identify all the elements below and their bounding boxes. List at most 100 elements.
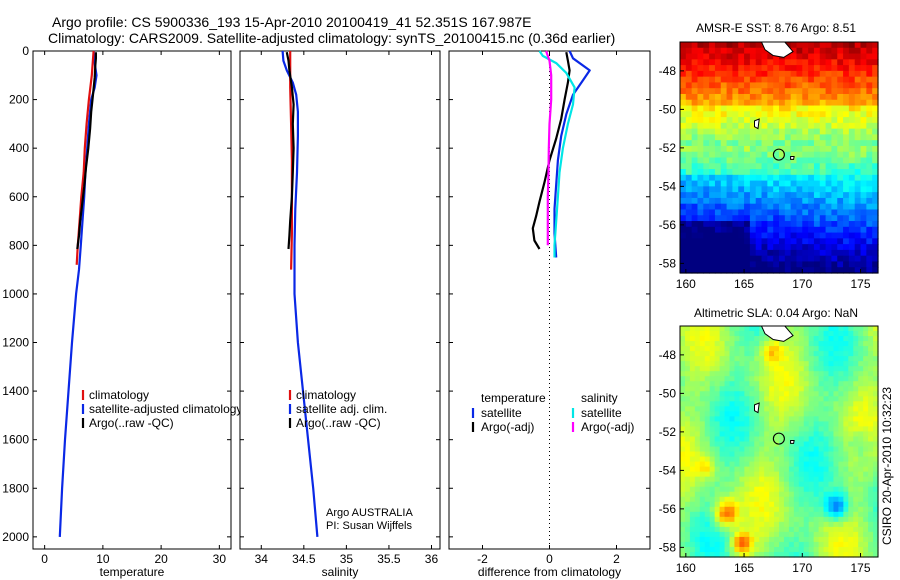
map-cell (784, 82, 792, 89)
map-cell (699, 456, 706, 463)
map-cell (860, 99, 867, 107)
map-cell (714, 180, 722, 187)
map-cell (808, 441, 815, 448)
map-cell (798, 536, 805, 543)
map-cell (697, 88, 704, 95)
map-cell (685, 99, 693, 107)
map-cell (719, 476, 726, 483)
map-cell (860, 82, 867, 89)
map-cell (813, 506, 820, 513)
map-cell (779, 169, 786, 176)
map-cell (838, 486, 844, 493)
map-cell (853, 366, 859, 372)
map-cell (854, 261, 862, 268)
map-cell (694, 341, 701, 347)
map-cell (813, 541, 820, 548)
map-cell (744, 70, 751, 78)
map-cell (803, 491, 810, 498)
map-cell (808, 249, 815, 257)
map-cell (724, 536, 731, 543)
map-cell (680, 466, 686, 473)
map-cell (793, 351, 800, 357)
map-cell (749, 111, 757, 118)
map-cell (691, 192, 699, 199)
map-cell (783, 366, 790, 372)
legend-header: temperature (481, 391, 546, 405)
map-cell (764, 406, 770, 412)
map-cell (714, 88, 722, 95)
map-cell (779, 351, 785, 357)
map-cell (749, 76, 757, 84)
map-cell (764, 436, 770, 443)
map-cell (843, 65, 850, 72)
map-cell (793, 516, 800, 523)
map-cell (825, 244, 833, 251)
map-cell (858, 526, 864, 533)
map-cell (796, 174, 803, 182)
map-cell (744, 501, 750, 508)
map-cell (764, 516, 770, 523)
map-cell (764, 511, 770, 518)
map-cell (858, 466, 864, 473)
map-cell (697, 255, 704, 263)
map-cell (714, 336, 721, 342)
map-cell (828, 486, 835, 493)
map-cell (813, 47, 821, 55)
map-cell (709, 203, 716, 211)
map-cell (813, 111, 821, 118)
map-cell (808, 93, 815, 101)
map-cell (769, 546, 775, 553)
map-cell (759, 341, 765, 347)
map-cell (714, 451, 721, 458)
map-cell (714, 174, 722, 182)
map-cell (779, 180, 786, 187)
map-cell (872, 174, 879, 182)
map-cell (803, 326, 810, 332)
map-cell (837, 192, 844, 199)
map-cell (689, 481, 696, 488)
map-cell (813, 381, 820, 387)
map-cell (873, 456, 879, 463)
map-cell (680, 431, 686, 438)
map-cell (714, 326, 721, 332)
map-cell (843, 476, 849, 483)
map-cell (689, 396, 696, 402)
map-cell (837, 209, 844, 216)
map-cell (738, 157, 745, 164)
map-cell (749, 180, 757, 187)
map-cell (833, 466, 839, 473)
x-axis-label: temperature (100, 565, 165, 579)
map-cell (858, 521, 864, 528)
map-cell (732, 65, 739, 72)
map-cell (873, 431, 879, 438)
map-cell (853, 501, 859, 508)
map-cell (726, 203, 734, 211)
map-cell (720, 42, 728, 49)
map-cell (831, 65, 838, 72)
map-cell (833, 531, 839, 538)
map-cell (704, 546, 711, 553)
map-cell (704, 461, 711, 468)
map-cell (729, 481, 736, 488)
map-cell (818, 381, 825, 387)
map-cell (843, 59, 850, 66)
map-cell (719, 496, 726, 503)
y-tick-label: 400 (9, 141, 29, 155)
map-cell (729, 396, 736, 402)
map-cell (749, 366, 755, 372)
map-cell (796, 59, 803, 66)
map-cell (744, 93, 751, 101)
map-cell (694, 396, 701, 402)
map-cell (854, 42, 862, 49)
map-cell (732, 244, 739, 251)
map-cell (863, 381, 869, 387)
map-cell (754, 446, 760, 453)
map-cell (714, 151, 722, 159)
map-cell (680, 209, 687, 216)
map-cell (754, 521, 760, 528)
map-cell (838, 421, 844, 428)
map-cell (729, 336, 736, 342)
map-cell (720, 169, 728, 176)
map-cell (825, 122, 833, 130)
map-cell (837, 82, 844, 89)
